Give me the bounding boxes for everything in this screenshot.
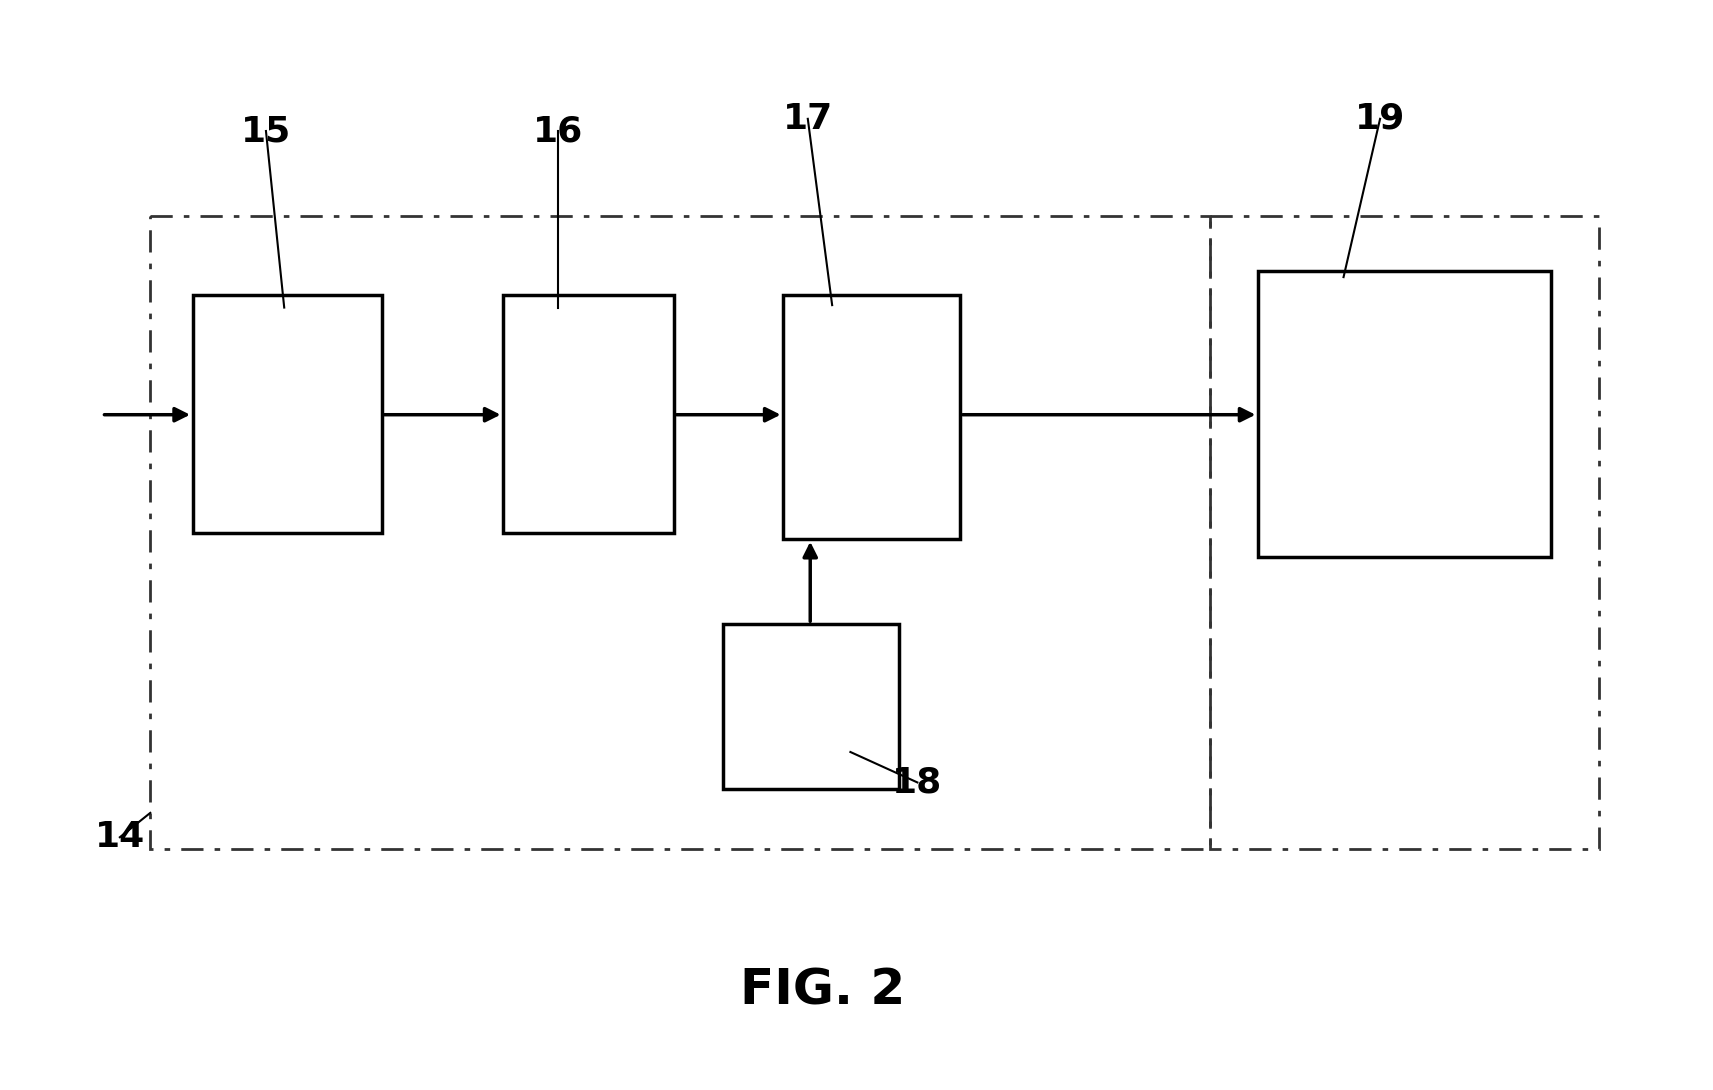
Bar [783, 295, 959, 538]
Text: 19: 19 [1355, 101, 1405, 136]
Text: 17: 17 [783, 101, 833, 136]
Bar [1259, 271, 1550, 557]
Text: FIG. 2: FIG. 2 [740, 966, 904, 1014]
Bar [504, 295, 673, 533]
Bar [194, 295, 382, 533]
Text: 16: 16 [533, 114, 584, 148]
Text: 14: 14 [94, 821, 146, 855]
Text: 15: 15 [242, 114, 291, 148]
Bar [723, 625, 899, 788]
Bar [151, 216, 1209, 849]
Text: 18: 18 [892, 765, 942, 799]
Bar [1209, 216, 1600, 849]
